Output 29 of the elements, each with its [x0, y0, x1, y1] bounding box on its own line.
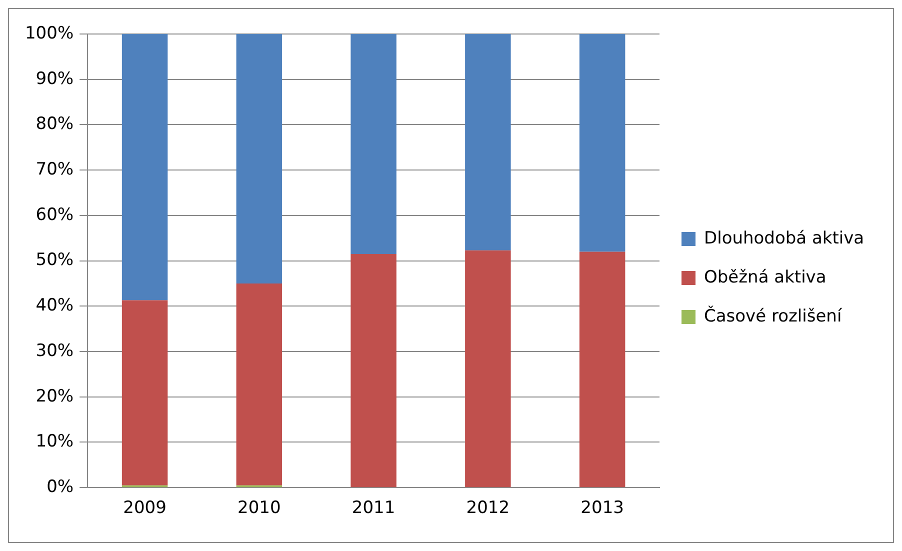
y-tick-label: 0%: [46, 477, 74, 498]
y-tick-label: 70%: [36, 160, 74, 180]
y-tick-label: 50%: [36, 250, 74, 270]
bar: [465, 34, 511, 250]
legend-label: Časové rozlišení: [704, 305, 843, 326]
y-tick-label: 10%: [36, 432, 74, 452]
bar: [122, 34, 168, 300]
y-tick-label: 60%: [36, 204, 74, 225]
bar: [350, 254, 396, 488]
y-tick-label: 100%: [24, 23, 74, 44]
y-tick-label: 30%: [36, 340, 74, 361]
bar: [236, 283, 282, 486]
bar: [122, 300, 168, 486]
bar: [579, 34, 626, 252]
bar: [579, 252, 626, 488]
x-tick-label: 2009: [123, 498, 166, 518]
x-tick-label: 2012: [466, 498, 510, 518]
legend-label: Oběžná aktiva: [704, 267, 826, 288]
x-tick-label: 2010: [238, 498, 281, 518]
y-tick-label: 20%: [36, 386, 74, 406]
y-tick-label: 80%: [36, 114, 74, 134]
x-tick-label: 2011: [352, 498, 396, 518]
bar: [350, 34, 396, 254]
y-tick-label: 90%: [36, 68, 74, 89]
x-tick-label: 2013: [580, 498, 624, 518]
bar: [236, 34, 282, 284]
y-tick-label: 40%: [36, 296, 74, 316]
legend-label: Dlouhodobá aktiva: [704, 228, 864, 248]
bar: [465, 250, 511, 488]
